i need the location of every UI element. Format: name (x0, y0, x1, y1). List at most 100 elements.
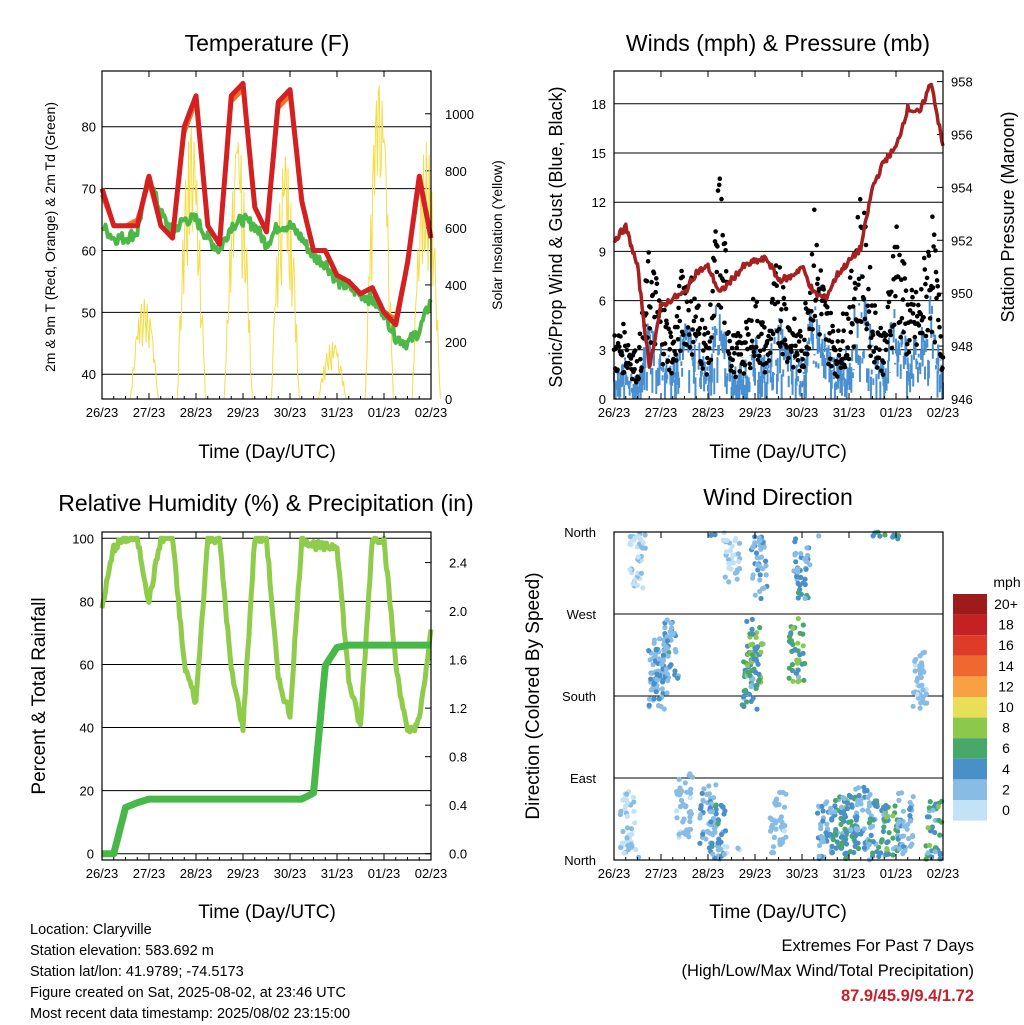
direction-point (726, 579, 732, 585)
gust-point (780, 351, 785, 357)
direction-point (776, 802, 782, 808)
gust-point (846, 356, 852, 362)
direction-point (700, 798, 707, 804)
temp-y2tick-label: 1000 (445, 107, 474, 122)
gust-point (912, 334, 918, 340)
dir-xtick-label: 30/23 (786, 866, 819, 881)
gust-point (796, 339, 802, 344)
direction-point (790, 625, 796, 632)
gust-point (900, 297, 906, 302)
gust-point (930, 285, 936, 291)
direction-point (777, 817, 783, 823)
gust-point (638, 356, 643, 362)
direction-point (795, 679, 801, 685)
rh-ytick-label: 100 (72, 531, 94, 546)
direction-point (795, 674, 802, 680)
gust-point (861, 297, 866, 302)
gust-point (718, 305, 724, 310)
gust-point (923, 333, 929, 339)
direction-point (656, 696, 662, 702)
wind-xtick-label: 31/23 (833, 405, 866, 420)
solar-line (223, 142, 253, 400)
direction-point (620, 828, 626, 835)
rh-xlabel: Time (Day/UTC) (198, 902, 336, 923)
direction-point (783, 791, 789, 797)
direction-point (657, 636, 663, 642)
gust-point (727, 338, 732, 344)
colorbar-swatch (953, 635, 987, 656)
direction-point (651, 696, 657, 702)
gust-point (644, 278, 650, 284)
latlon-text: Station lat/lon: 41.9789; -74.5173 (30, 964, 244, 980)
direction-point (655, 703, 662, 709)
rh-xtick-label: 02/23 (415, 866, 448, 881)
gust-point (650, 292, 656, 298)
gust-point (729, 345, 735, 351)
direction-point (624, 800, 631, 806)
gust-point (644, 311, 649, 316)
gust-point (881, 360, 886, 365)
gust-point (755, 318, 760, 324)
direction-point (937, 851, 943, 858)
gust-point (844, 311, 849, 317)
gust-point (692, 296, 697, 302)
gust-point (671, 339, 677, 345)
gust-point (910, 311, 916, 316)
gust-point (712, 258, 717, 263)
direction-point (919, 682, 925, 688)
gust-point (674, 358, 679, 363)
direction-point (855, 826, 861, 832)
direction-point (818, 823, 824, 829)
humidity-title: Relative Humidity (%) & Precipitation (i… (58, 490, 473, 516)
gust-point (688, 299, 694, 304)
gust-point (684, 299, 690, 305)
gust-point (842, 364, 848, 370)
gust-point (677, 318, 683, 324)
rh-ytick-label: 20 (80, 784, 94, 799)
gust-point (730, 357, 735, 363)
direction-point (771, 834, 778, 841)
gust-point (733, 374, 738, 380)
direction-point (758, 546, 764, 552)
gust-point (931, 244, 936, 249)
direction-point (697, 840, 703, 846)
direction-point (820, 818, 826, 824)
direction-point (708, 801, 714, 807)
gust-point (714, 269, 720, 275)
direction-point (664, 671, 671, 677)
gust-point (747, 361, 752, 367)
gust-point (852, 296, 857, 302)
gust-point (680, 274, 685, 280)
gust-point (810, 326, 815, 332)
direction-point (769, 822, 775, 828)
gust-point (754, 299, 760, 305)
direction-point (820, 808, 826, 814)
gust-point (770, 331, 776, 337)
gust-point (866, 286, 871, 292)
gust-point (723, 269, 729, 274)
gust-point (883, 347, 889, 353)
direction-point (636, 854, 642, 860)
dir-ytick-label: West (567, 607, 597, 622)
direction-point (763, 558, 769, 564)
gust-point (864, 321, 870, 327)
direction-point (848, 819, 854, 825)
gust-point (891, 322, 897, 328)
direction-point (624, 791, 630, 797)
direction-point (907, 818, 914, 824)
gust-point (846, 316, 851, 322)
gust-point (848, 329, 854, 335)
direction-point (866, 803, 873, 809)
direction-point (713, 802, 719, 808)
direction-point (819, 803, 825, 809)
gust-point (656, 298, 662, 303)
gust-point (648, 340, 654, 345)
direction-point (769, 850, 775, 856)
gust-point (873, 310, 878, 316)
direction-point (638, 570, 645, 576)
direction-point (862, 788, 868, 794)
gust-point (628, 362, 633, 367)
gust-point (618, 334, 623, 339)
direction-point (708, 809, 714, 815)
